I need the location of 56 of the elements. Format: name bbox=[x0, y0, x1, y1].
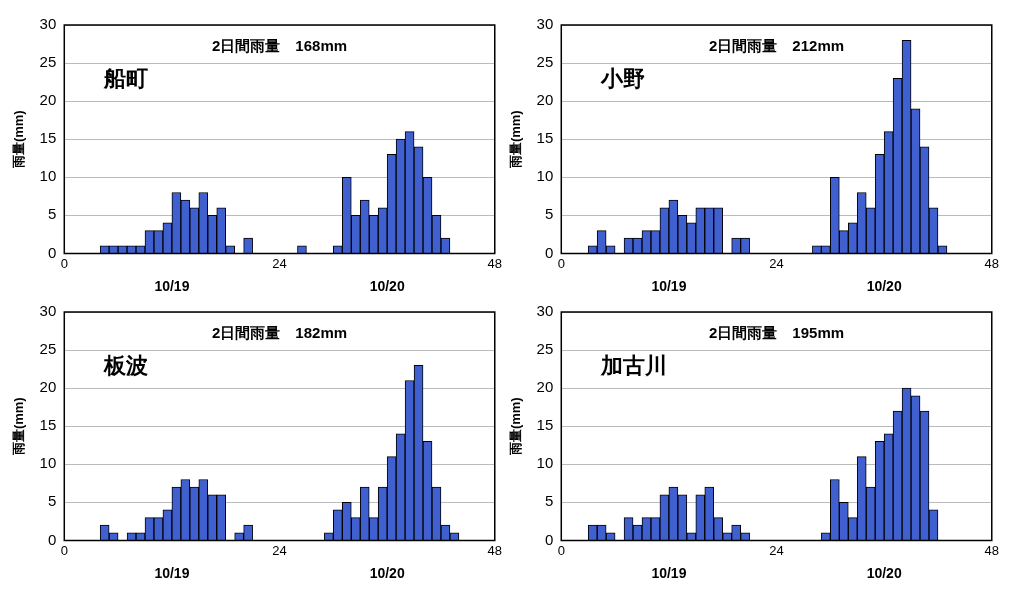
text: 船町 bbox=[103, 66, 149, 92]
x-tick-label: 48 bbox=[984, 542, 999, 558]
text: 板波 bbox=[103, 353, 149, 379]
y-tick-label: 10 bbox=[39, 454, 57, 472]
y-tick-label: 15 bbox=[39, 416, 57, 434]
text: 10/19 bbox=[154, 565, 190, 582]
x-tick-label: 48 bbox=[984, 255, 999, 271]
x-tick-label: 0 bbox=[60, 255, 68, 271]
y-axis-title: 雨量(mm) bbox=[508, 397, 524, 457]
x-tick-label: 0 bbox=[557, 255, 565, 271]
y-tick-label: 15 bbox=[39, 129, 57, 147]
y-tick-label: 20 bbox=[536, 91, 554, 109]
x-tick-label: 24 bbox=[272, 542, 287, 558]
y-tick-label: 30 bbox=[39, 15, 57, 33]
y-tick-label: 10 bbox=[536, 167, 554, 185]
y-tick-label: 5 bbox=[47, 205, 57, 223]
y-tick-label: 20 bbox=[536, 378, 554, 396]
y-tick-label: 15 bbox=[536, 416, 554, 434]
text: 10/20 bbox=[866, 278, 902, 295]
y-tick-label: 30 bbox=[536, 15, 554, 33]
text: 10/20 bbox=[866, 565, 902, 582]
text: 10/19 bbox=[154, 278, 190, 295]
y-axis-title: 雨量(mm) bbox=[11, 110, 27, 170]
annotation: 2日間雨量 195mm bbox=[709, 324, 845, 342]
y-axis-title: 雨量(mm) bbox=[508, 110, 524, 170]
text: 小野 bbox=[600, 66, 646, 92]
x-tick-label: 48 bbox=[487, 542, 502, 558]
y-tick-label: 5 bbox=[544, 205, 554, 223]
y-tick-label: 25 bbox=[39, 340, 57, 358]
y-tick-label: 30 bbox=[536, 302, 554, 320]
y-tick-label: 25 bbox=[536, 53, 554, 71]
y-tick-label: 25 bbox=[536, 340, 554, 358]
y-axis-title: 雨量(mm) bbox=[11, 397, 27, 457]
x-tick-label: 24 bbox=[272, 255, 287, 271]
annotation: 2日間雨量 212mm bbox=[709, 37, 845, 55]
y-tick-label: 15 bbox=[536, 129, 554, 147]
x-tick-label: 0 bbox=[60, 542, 68, 558]
y-tick-label: 30 bbox=[39, 302, 57, 320]
y-tick-label: 5 bbox=[544, 492, 554, 510]
y-tick-label: 10 bbox=[536, 454, 554, 472]
x-tick-label: 48 bbox=[487, 255, 502, 271]
text: 10/19 bbox=[651, 565, 687, 582]
annotation: 2日間雨量 168mm bbox=[212, 37, 348, 55]
x-tick-label: 0 bbox=[557, 542, 565, 558]
x-tick-label: 24 bbox=[769, 542, 784, 558]
y-tick-label: 25 bbox=[39, 53, 57, 71]
text: 10/20 bbox=[369, 565, 405, 582]
x-tick-label: 24 bbox=[769, 255, 784, 271]
annotation: 2日間雨量 182mm bbox=[212, 324, 348, 342]
text: 加古川 bbox=[600, 353, 668, 379]
y-tick-label: 20 bbox=[39, 91, 57, 109]
y-tick-label: 20 bbox=[39, 378, 57, 396]
y-tick-label: 10 bbox=[39, 167, 57, 185]
y-tick-label: 5 bbox=[47, 492, 57, 510]
text: 10/19 bbox=[651, 278, 687, 295]
text: 10/20 bbox=[369, 278, 405, 295]
